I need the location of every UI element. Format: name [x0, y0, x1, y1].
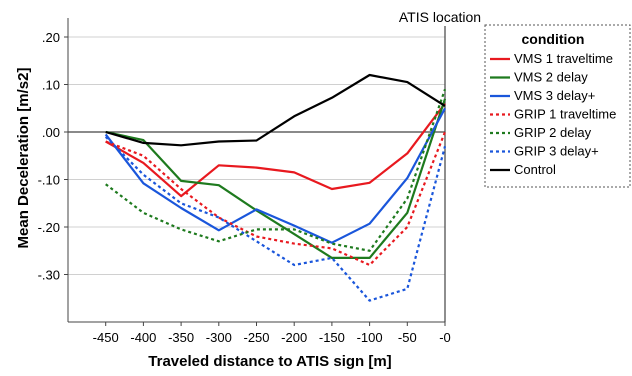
y-axis-title: Mean Deceleration [m/s2] — [15, 68, 32, 249]
legend-items: VMS 1 traveltime VMS 2 delay VMS 3 delay+ G… — [490, 51, 616, 177]
legend-label: Control — [514, 162, 556, 177]
gridlines — [68, 36, 445, 275]
series-line-vms-2-delay — [105, 98, 447, 259]
x-tick-label: -200 — [281, 330, 307, 345]
series-line-vms-1-traveltime — [105, 102, 446, 198]
series-lines — [104, 73, 447, 302]
x-tick-label: -0 — [439, 330, 451, 345]
y-tick-label: .00 — [42, 125, 60, 140]
legend-label: GRIP 1 traveltime — [514, 107, 616, 122]
legend-label: GRIP 2 delay — [514, 125, 592, 140]
legend-label: VMS 2 delay — [514, 70, 588, 85]
y-tick-label: .20 — [42, 30, 60, 45]
legend-label: GRIP 3 delay+ — [514, 144, 599, 159]
plot-frame — [67, 18, 446, 323]
x-tick-label: -150 — [319, 330, 345, 345]
x-tick-label: -450 — [93, 330, 119, 345]
y-tick-label: -.20 — [38, 220, 60, 235]
legend-label: VMS 3 delay+ — [514, 88, 595, 103]
atis-location-annotation: ATIS location — [399, 9, 481, 25]
x-tick-label: -50 — [398, 330, 417, 345]
x-tick-label: -250 — [243, 330, 269, 345]
y-tick-label: .10 — [42, 78, 60, 93]
x-tick-label: -400 — [130, 330, 156, 345]
series-line-grip-2-delay — [105, 88, 447, 252]
legend-title: condition — [522, 31, 585, 47]
series-line-grip-1-traveltime — [105, 131, 447, 267]
x-tick-label: -100 — [357, 330, 383, 345]
legend-box — [484, 24, 631, 188]
x-tick-label: -350 — [168, 330, 194, 345]
y-tick-labels: .20 .10 .00 -.10 -.20 -.30 — [38, 30, 68, 283]
x-tick-labels: -450 -400 -350 -300 -250 -200 -150 -100 -50 -0 — [93, 322, 451, 345]
legend-label: VMS 1 traveltime — [514, 51, 613, 66]
y-tick-label: -.10 — [38, 173, 60, 188]
y-tick-label: -.30 — [38, 268, 60, 283]
x-axis-title: Traveled distance to ATIS sign [m] — [148, 353, 391, 370]
x-tick-label: -300 — [206, 330, 232, 345]
series-line-control — [105, 73, 446, 147]
series-line-vms-3-delay — [104, 107, 446, 244]
